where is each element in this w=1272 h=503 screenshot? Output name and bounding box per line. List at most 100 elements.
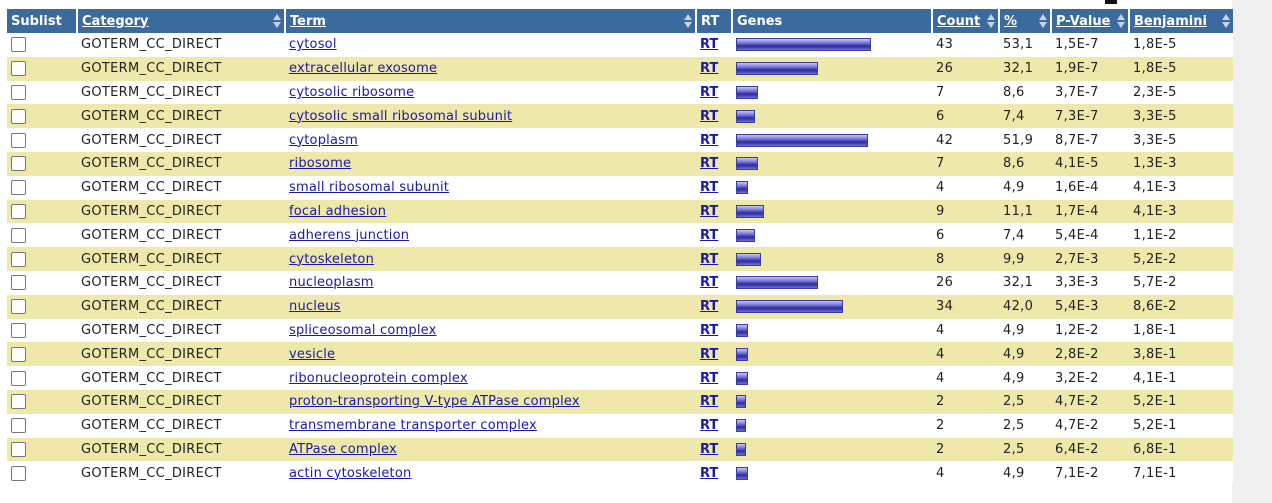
rt-link[interactable]: RT	[700, 465, 719, 481]
term-link[interactable]: ribosome	[289, 156, 352, 172]
rt-link[interactable]: RT	[700, 441, 719, 457]
sublist-checkbox[interactable]	[11, 346, 26, 362]
genes-cell	[732, 413, 932, 438]
genes-bar[interactable]	[736, 62, 818, 76]
header-benjamini[interactable]: Benjamini	[1129, 9, 1233, 33]
genes-bar[interactable]	[736, 347, 748, 361]
sublist-checkbox[interactable]	[11, 465, 26, 481]
sort-category-link[interactable]: Category	[82, 13, 149, 29]
sort-percent-link[interactable]: %	[1004, 13, 1018, 29]
rt-link[interactable]: RT	[700, 418, 719, 434]
sort-count-link[interactable]: Count	[937, 13, 981, 29]
sort-arrows-icon[interactable]	[1117, 14, 1126, 28]
genes-bar[interactable]	[736, 252, 761, 266]
genes-bar[interactable]	[736, 300, 843, 314]
sublist-checkbox[interactable]	[11, 108, 26, 124]
genes-bar[interactable]	[736, 85, 758, 99]
term-link[interactable]: adherens junction	[289, 227, 410, 243]
rt-link[interactable]: RT	[700, 227, 719, 243]
term-link[interactable]: ribonucleoprotein complex	[289, 370, 468, 386]
term-link[interactable]: actin cytoskeleton	[289, 465, 412, 481]
term-link[interactable]: vesicle	[289, 346, 336, 362]
term-link[interactable]: ATPase complex	[289, 441, 397, 457]
rt-link[interactable]: RT	[700, 299, 719, 315]
rt-link[interactable]: RT	[700, 275, 719, 291]
term-link[interactable]: extracellular exosome	[289, 61, 438, 77]
sublist-checkbox[interactable]	[11, 180, 26, 196]
rt-link[interactable]: RT	[700, 61, 719, 77]
genes-bar[interactable]	[736, 395, 746, 409]
genes-bar[interactable]	[736, 419, 746, 433]
rt-link[interactable]: RT	[700, 180, 719, 196]
sublist-checkbox[interactable]	[11, 275, 26, 291]
term-link[interactable]: small ribosomal subunit	[289, 180, 450, 196]
sort-arrows-icon[interactable]	[273, 14, 282, 28]
sublist-checkbox[interactable]	[11, 441, 26, 457]
genes-bar[interactable]	[736, 228, 755, 242]
rt-link[interactable]: RT	[700, 370, 719, 386]
genes-bar[interactable]	[736, 442, 746, 456]
term-link[interactable]: cytoplasm	[289, 132, 358, 148]
genes-bar[interactable]	[736, 133, 868, 147]
rt-cell: RT	[696, 247, 732, 271]
sublist-checkbox[interactable]	[11, 37, 26, 53]
term-link[interactable]: cytoskeleton	[289, 251, 375, 267]
sort-benjamini-link[interactable]: Benjamini	[1134, 13, 1207, 29]
term-link[interactable]: cytosolic small ribosomal subunit	[289, 108, 513, 124]
rt-link[interactable]: RT	[700, 322, 719, 338]
genes-bar[interactable]	[736, 466, 748, 480]
genes-bar[interactable]	[736, 157, 758, 171]
sublist-checkbox[interactable]	[11, 227, 26, 243]
rt-link[interactable]: RT	[700, 156, 719, 172]
rt-link[interactable]: RT	[700, 394, 719, 410]
genes-bar[interactable]	[736, 109, 755, 123]
table-row: GOTERM_CC_DIRECT extracellular exosome RT 2…	[7, 56, 1233, 81]
term-link[interactable]: cytosol	[289, 37, 337, 53]
sublist-checkbox[interactable]	[11, 61, 26, 77]
header-pvalue[interactable]: P-Value	[1051, 9, 1130, 33]
rt-link[interactable]: RT	[700, 37, 719, 53]
count-cell: 4	[932, 175, 999, 200]
term-link[interactable]: nucleus	[289, 299, 341, 315]
sort-arrows-icon[interactable]	[1039, 14, 1048, 28]
term-link[interactable]: nucleoplasm	[289, 275, 374, 291]
sublist-checkbox[interactable]	[11, 84, 26, 100]
sublist-checkbox[interactable]	[11, 418, 26, 434]
rt-link[interactable]: RT	[700, 84, 719, 100]
sublist-checkbox[interactable]	[11, 370, 26, 386]
rt-link[interactable]: RT	[700, 346, 719, 362]
count-cell: 34	[932, 294, 999, 319]
term-link[interactable]: cytosolic ribosome	[289, 84, 415, 100]
sublist-checkbox[interactable]	[11, 132, 26, 148]
genes-bar[interactable]	[736, 204, 764, 218]
genes-bar[interactable]	[736, 323, 748, 337]
genes-bar[interactable]	[736, 181, 748, 195]
sublist-checkbox[interactable]	[11, 322, 26, 338]
sort-pvalue-link[interactable]: P-Value	[1056, 13, 1111, 29]
header-count[interactable]: Count	[932, 9, 1000, 33]
genes-bar[interactable]	[736, 38, 871, 52]
header-category[interactable]: Category	[77, 9, 286, 33]
rt-link[interactable]: RT	[700, 251, 719, 267]
term-link[interactable]: focal adhesion	[289, 203, 387, 219]
sublist-checkbox[interactable]	[11, 203, 26, 219]
sublist-checkbox[interactable]	[11, 251, 26, 267]
sublist-checkbox[interactable]	[11, 156, 26, 172]
sort-arrows-icon[interactable]	[987, 14, 996, 28]
sort-arrows-icon[interactable]	[1222, 14, 1231, 28]
genes-bar[interactable]	[736, 371, 748, 385]
sort-term-link[interactable]: Term	[290, 13, 326, 29]
header-percent[interactable]: %	[999, 9, 1052, 33]
term-link[interactable]: proton-transporting V-type ATPase comple…	[289, 394, 580, 410]
sublist-checkbox[interactable]	[11, 394, 26, 410]
rt-link[interactable]: RT	[700, 203, 719, 219]
sort-arrows-icon[interactable]	[684, 14, 693, 28]
rt-link[interactable]: RT	[700, 108, 719, 124]
term-link[interactable]: spliceosomal complex	[289, 322, 437, 338]
count-cell: 7	[932, 151, 999, 176]
rt-link[interactable]: RT	[700, 132, 719, 148]
sublist-checkbox[interactable]	[11, 299, 26, 315]
genes-bar[interactable]	[736, 276, 818, 290]
header-term[interactable]: Term	[285, 9, 697, 33]
term-link[interactable]: transmembrane transporter complex	[289, 418, 537, 434]
